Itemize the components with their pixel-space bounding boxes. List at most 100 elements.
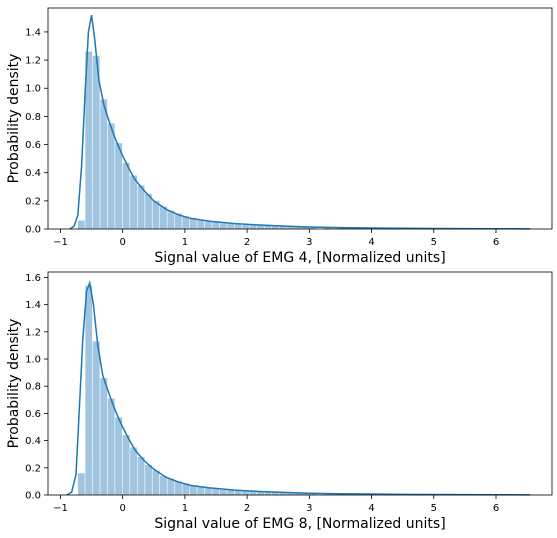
y-tick-label: 1.4: [25, 300, 41, 311]
histogram-bar: [137, 185, 145, 229]
histogram-bar: [130, 175, 137, 229]
histogram-bar: [189, 217, 197, 229]
histogram-bar: [160, 206, 167, 229]
histogram-bar: [286, 226, 294, 229]
x-tick-label: 4: [368, 503, 374, 514]
y-tick-label: 0.4: [25, 168, 41, 179]
y-tick-label: 0.2: [25, 463, 41, 474]
histogram-bar: [257, 225, 264, 229]
histogram-bar: [294, 226, 302, 229]
histogram-bar: [174, 481, 182, 495]
x-tick-label: −1: [53, 503, 68, 514]
x-tick-label: 5: [431, 237, 437, 248]
y-tick-label: 0.8: [25, 382, 41, 393]
y-tick-label: 0.6: [25, 409, 41, 420]
histogram-bar: [130, 447, 137, 495]
histogram-bar: [85, 51, 93, 229]
y-tick-label: 1.6: [25, 273, 41, 284]
histogram-bar: [100, 99, 108, 229]
histogram-bar: [234, 224, 242, 229]
histogram-bar: [137, 456, 145, 495]
histogram-bar: [227, 490, 235, 495]
histogram-bar: [324, 227, 332, 229]
y-tick-label: 1.2: [25, 56, 41, 67]
x-tick-label: 3: [306, 237, 312, 248]
histogram-bar: [324, 493, 332, 495]
histogram-bar: [234, 490, 242, 495]
histogram-bar: [294, 492, 302, 495]
y-tick-label: 0.0: [25, 225, 41, 236]
histogram-bar: [107, 123, 115, 229]
x-tick-label: 6: [493, 237, 499, 248]
y-tick-label: 0.8: [25, 112, 41, 123]
x-tick-label: 1: [182, 237, 188, 248]
chart-emg4: −1 0 1 2 3 4 5 6 0.0 0.2 0.4 0.6 0.8 1.0 1.2 1.4 Signal …: [6, 7, 553, 266]
axes-frame: [47, 271, 553, 496]
y-axis-label: Probability density: [6, 319, 22, 449]
histogram-bar: [301, 226, 309, 229]
histogram-bar: [197, 486, 205, 495]
x-axis-label: Signal value of EMG 8, [Normalized units…: [154, 516, 445, 532]
histogram-bar: [152, 470, 160, 495]
x-tick-label: 2: [244, 237, 250, 248]
kde-line: [66, 280, 531, 496]
histogram-bar: [257, 491, 264, 495]
histogram-bar: [212, 222, 220, 229]
histogram-bar: [189, 485, 197, 495]
histogram-bar: [219, 223, 227, 229]
histogram-bar: [219, 489, 227, 495]
x-tick-label: 0: [119, 503, 125, 514]
histogram-bar: [249, 491, 257, 495]
chart-emg8: −1 0 1 2 3 4 5 6 0.0 0.2 0.4 0.6 0.8 1.0 1.2 1.4 1.6 Sign…: [6, 271, 553, 532]
histogram-bar: [272, 492, 279, 495]
histogram-bar: [264, 225, 272, 229]
x-tick-label: 2: [244, 503, 250, 514]
histogram-bar: [227, 224, 235, 229]
histogram-bar: [77, 473, 85, 495]
histogram-bar: [100, 378, 108, 495]
histogram-bar: [92, 55, 100, 229]
histogram-bar: [309, 227, 317, 229]
y-tick-label: 1.0: [25, 84, 41, 95]
histogram-bar: [197, 219, 205, 229]
histogram-bar: [264, 492, 272, 495]
histogram-bars: [77, 285, 526, 495]
histogram-bar: [152, 200, 160, 229]
histogram-bar: [115, 417, 123, 495]
histogram-bar: [77, 220, 85, 229]
histogram-bar: [242, 491, 249, 495]
histogram-bar: [204, 221, 212, 229]
histogram-bar: [249, 225, 257, 229]
histogram-bar: [167, 210, 175, 229]
x-tick-label: −1: [53, 237, 68, 248]
histogram-bar: [212, 488, 220, 495]
histogram-bar: [272, 226, 279, 229]
kde-line: [69, 14, 531, 230]
x-tick-label: 1: [182, 503, 188, 514]
histogram-bar: [85, 285, 93, 495]
x-tick-label: 3: [306, 503, 312, 514]
histogram-bar: [122, 435, 130, 495]
x-tick-label: 4: [368, 237, 374, 248]
y-tick-label: 1.4: [25, 27, 41, 38]
histogram-bar: [174, 213, 182, 229]
histogram-bar: [204, 487, 212, 495]
histogram-bar: [182, 483, 190, 495]
histogram-bar: [160, 475, 167, 495]
x-axis-label: Signal value of EMG 4, [Normalized units…: [154, 250, 445, 266]
histogram-bars: [77, 51, 526, 229]
histogram-bar: [145, 465, 152, 495]
histogram-bar: [279, 492, 287, 495]
histogram-bar: [107, 398, 115, 495]
y-tick-label: 1.0: [25, 355, 41, 366]
histogram-bar: [309, 493, 317, 495]
y-tick-label: 0.2: [25, 196, 41, 207]
histogram-bar: [92, 341, 100, 495]
histogram-bar: [279, 226, 287, 229]
histogram-bar: [115, 143, 123, 229]
x-tick-label: 5: [431, 503, 437, 514]
histogram-bar: [182, 216, 190, 229]
histogram-bar: [286, 492, 294, 495]
histogram-bar: [145, 193, 152, 229]
